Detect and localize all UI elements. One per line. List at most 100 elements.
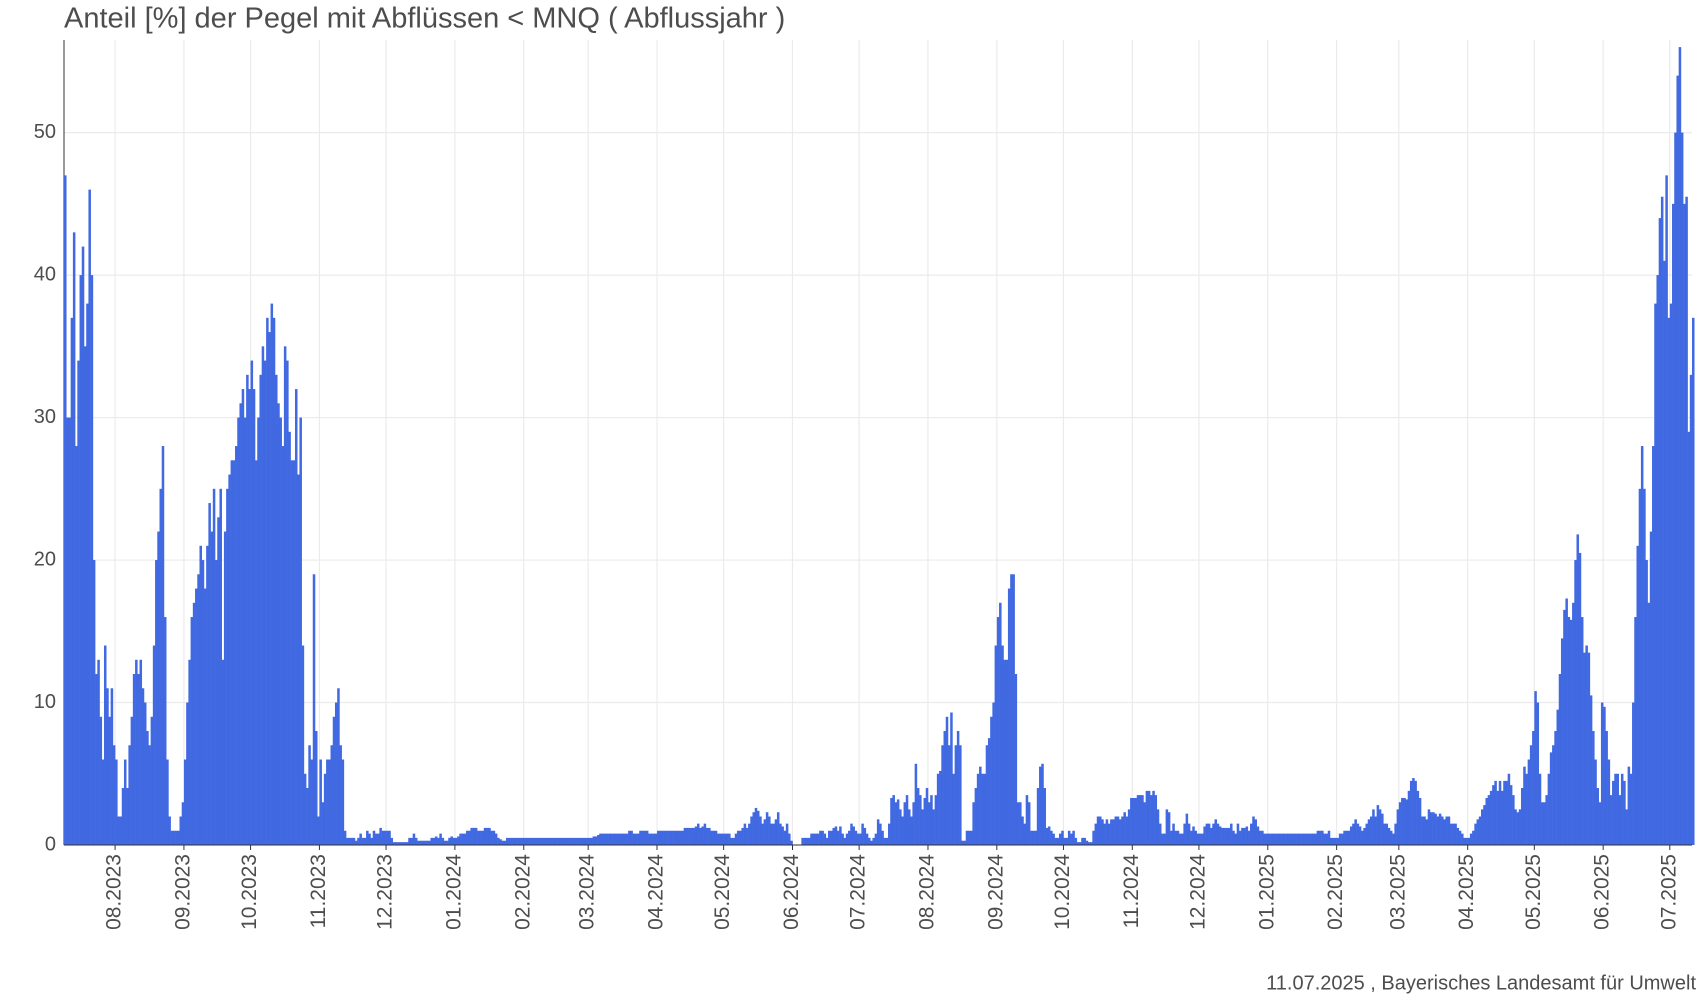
bar — [785, 823, 789, 845]
bar — [1643, 488, 1646, 845]
bar — [92, 560, 96, 845]
bar — [1665, 175, 1668, 845]
bar — [1667, 317, 1671, 845]
bar — [1274, 833, 1277, 845]
bar — [1192, 826, 1195, 845]
bar — [1278, 833, 1282, 845]
bar — [366, 830, 369, 845]
bar — [1476, 819, 1480, 845]
bar — [70, 317, 74, 845]
bar — [1092, 830, 1095, 845]
bar — [983, 773, 987, 845]
footer: 11.07.2025 , Bayerisches Landesamt für U… — [1266, 972, 1696, 994]
bar — [341, 759, 345, 845]
bar — [1598, 802, 1602, 845]
bar — [1554, 731, 1557, 845]
bar — [1503, 780, 1506, 845]
bar — [1261, 830, 1264, 845]
bar — [503, 840, 507, 845]
bar — [1083, 837, 1086, 845]
bar — [1176, 830, 1180, 845]
bar — [1545, 795, 1548, 845]
bar — [1645, 560, 1648, 845]
bar — [206, 545, 209, 845]
bar — [577, 837, 580, 845]
bar — [1414, 780, 1417, 845]
bar — [896, 799, 900, 845]
bar — [539, 837, 542, 845]
bar — [1019, 802, 1022, 845]
bar — [81, 246, 85, 846]
bar — [981, 773, 984, 845]
bar — [1441, 816, 1444, 845]
bar — [1381, 813, 1384, 845]
bar — [64, 175, 67, 845]
bar — [497, 837, 500, 845]
bar — [90, 275, 94, 845]
bar — [763, 819, 767, 845]
bar — [1321, 830, 1324, 845]
bar — [1170, 830, 1173, 845]
bar — [530, 837, 533, 845]
bar — [819, 830, 822, 845]
bar — [281, 446, 285, 845]
bar — [528, 837, 531, 845]
bar — [710, 830, 713, 845]
bar — [1309, 833, 1313, 845]
bar — [921, 809, 924, 845]
bar — [683, 827, 687, 845]
bar — [232, 460, 236, 845]
bar — [261, 346, 265, 845]
bar — [1603, 706, 1606, 845]
bar — [421, 840, 425, 845]
bar — [916, 788, 920, 845]
bar — [1469, 833, 1473, 845]
bar — [390, 837, 394, 845]
bar — [732, 837, 736, 845]
bar — [392, 842, 396, 845]
bar — [1185, 813, 1189, 845]
bar — [594, 836, 598, 845]
bar — [1583, 652, 1586, 845]
bar — [1438, 813, 1442, 845]
bar — [1256, 826, 1260, 845]
bar — [459, 833, 462, 845]
bar — [1063, 837, 1066, 845]
bar — [1607, 759, 1611, 845]
bar — [308, 745, 311, 845]
bar — [872, 837, 875, 845]
bar — [439, 833, 442, 845]
bar — [494, 833, 498, 845]
bar — [1378, 809, 1382, 845]
bar — [266, 317, 269, 845]
bar — [788, 833, 791, 845]
bar — [705, 827, 709, 845]
bar — [1574, 560, 1577, 845]
bar — [1365, 823, 1369, 845]
bar — [639, 830, 642, 845]
bar — [1407, 790, 1411, 845]
bar — [663, 830, 667, 845]
bar — [505, 837, 509, 845]
bar — [135, 659, 138, 845]
x-tick-label: 11.2023 — [307, 854, 330, 928]
bar — [1223, 827, 1226, 845]
bar — [1600, 702, 1604, 845]
bar — [634, 833, 638, 845]
bar — [517, 837, 520, 845]
bar — [121, 788, 125, 845]
bar — [279, 417, 282, 845]
bar — [1443, 819, 1446, 845]
bar — [750, 816, 753, 845]
bar — [1025, 795, 1029, 845]
bar — [1500, 790, 1504, 845]
bar — [166, 759, 169, 845]
bar — [1023, 823, 1026, 845]
bar — [1640, 446, 1644, 845]
bar — [927, 802, 931, 845]
bar — [159, 488, 163, 845]
bar — [1418, 797, 1422, 845]
bar — [179, 816, 183, 845]
bar — [939, 770, 942, 845]
